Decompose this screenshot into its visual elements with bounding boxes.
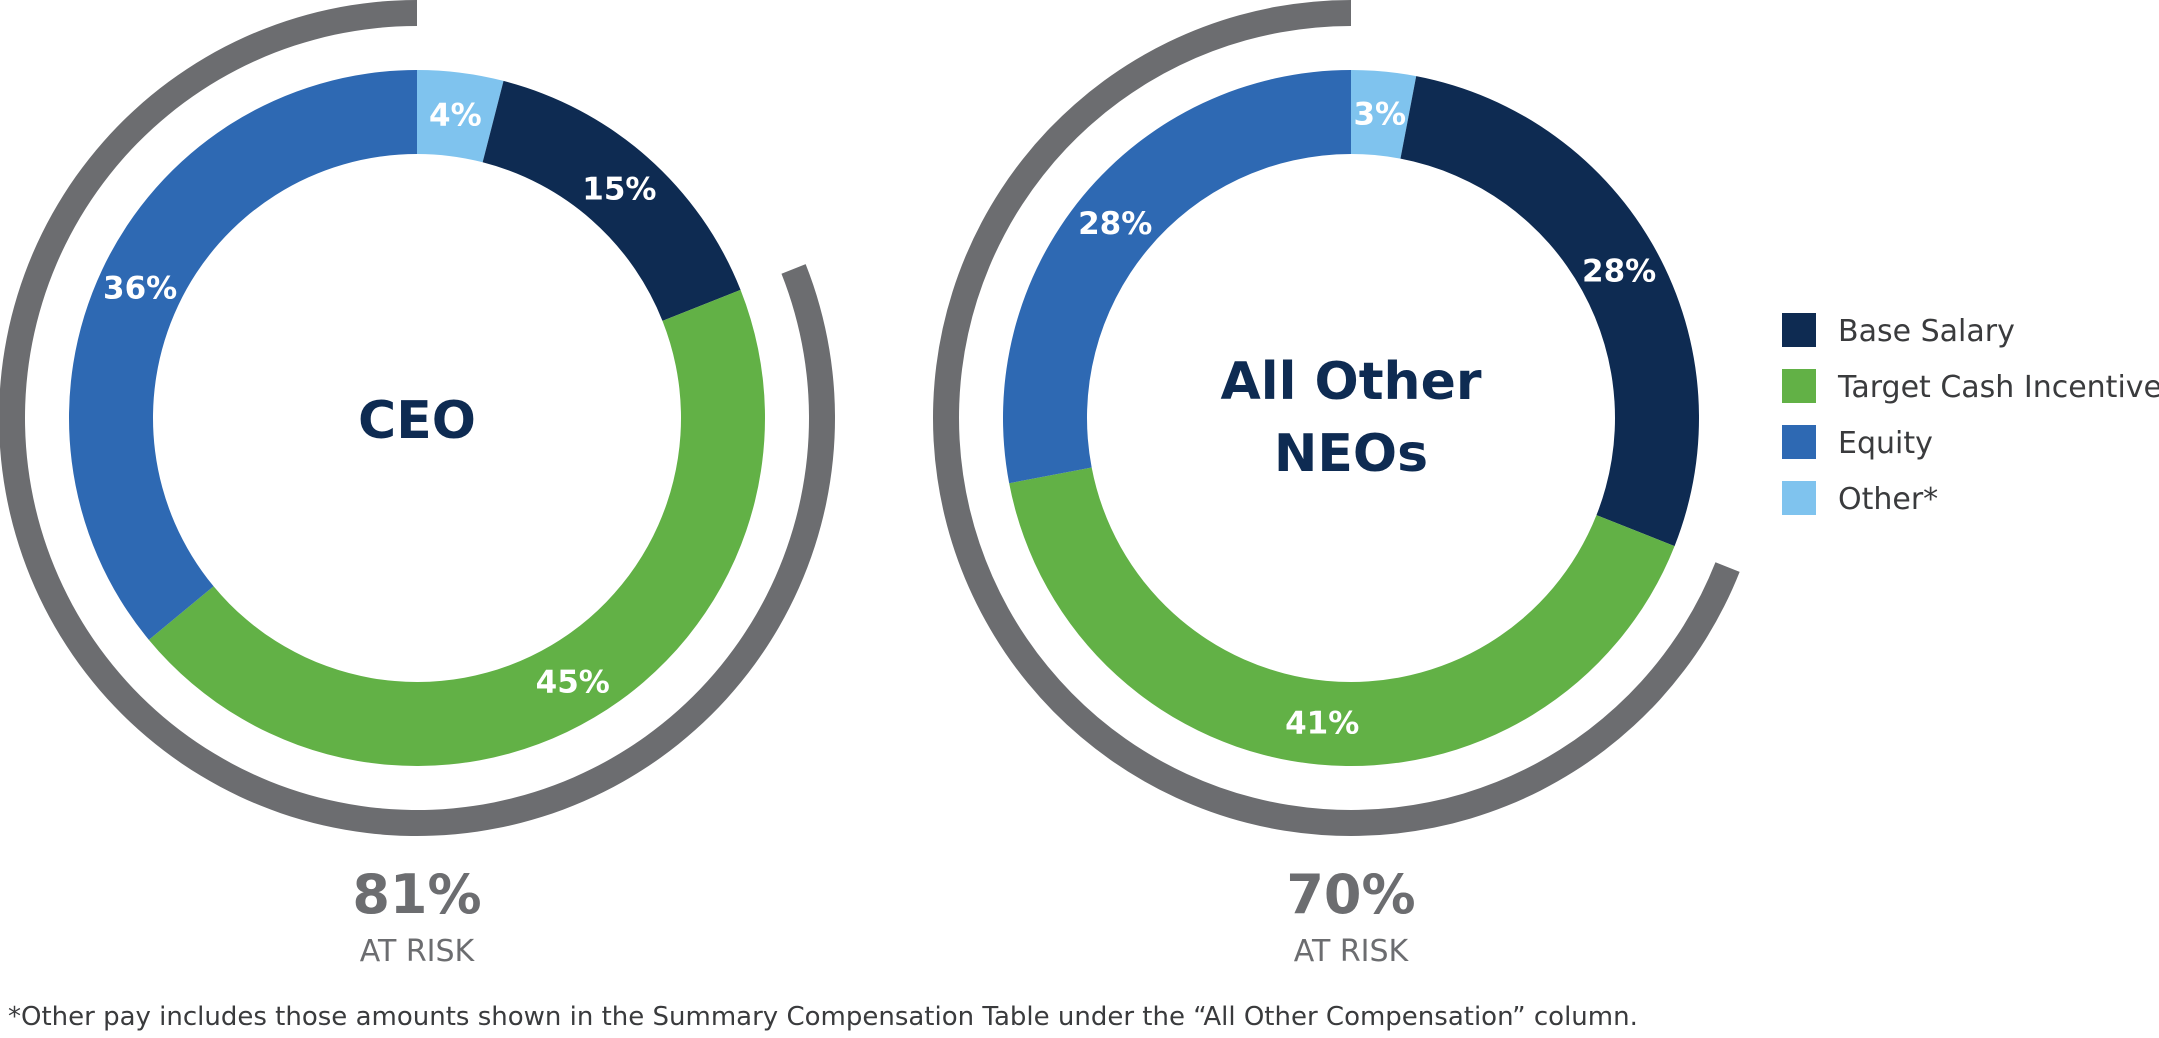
segment-base-salary bbox=[1400, 76, 1699, 547]
segment-label-equity: 28% bbox=[1078, 206, 1152, 242]
donut-chart-2: 3% 28% 41% 28% All Other NEOs 70% AT RISK bbox=[932, 0, 1740, 969]
segment-label-base-salary: 15% bbox=[582, 171, 656, 207]
donut-chart-1: 4% 15% 45% 36% CEO 81% AT RISK bbox=[0, 0, 835, 969]
legend-swatch-target-cash-incentive bbox=[1782, 369, 1816, 403]
segment-other bbox=[1351, 70, 1417, 159]
segment-label-equity: 36% bbox=[103, 271, 177, 307]
segment-label-target-cash-incentive: 45% bbox=[536, 664, 610, 700]
legend-label-target-cash-incentive: Target Cash Incentive bbox=[1837, 370, 2159, 405]
segment-equity bbox=[1003, 70, 1351, 484]
segment-target-cash-incentive bbox=[1009, 467, 1675, 767]
legend-label-other: Other* bbox=[1838, 482, 1938, 517]
at-risk-label: AT RISK bbox=[360, 934, 476, 969]
legend: Base Salary Target Cash Incentive Equity Ot… bbox=[1782, 313, 2159, 517]
at-risk-label: AT RISK bbox=[1294, 934, 1410, 969]
segment-label-other: 4% bbox=[429, 97, 482, 133]
segment-target-cash-incentive bbox=[148, 289, 765, 766]
at-risk-value: 81% bbox=[352, 863, 481, 926]
at-risk-value: 70% bbox=[1286, 863, 1415, 926]
legend-label-base-salary: Base Salary bbox=[1838, 314, 2015, 349]
segment-label-base-salary: 28% bbox=[1582, 254, 1656, 290]
segment-label-other: 3% bbox=[1353, 96, 1406, 132]
legend-swatch-other bbox=[1782, 481, 1816, 515]
segment-other bbox=[417, 70, 504, 163]
donut-center-title: CEO bbox=[358, 391, 476, 451]
segment-label-target-cash-incentive: 41% bbox=[1285, 706, 1359, 742]
legend-swatch-base-salary bbox=[1782, 313, 1816, 347]
segment-equity bbox=[68, 70, 417, 640]
donut-center-title: All Other bbox=[1221, 352, 1482, 412]
donut-center-title: NEOs bbox=[1274, 424, 1428, 484]
segment-base-salary bbox=[482, 80, 741, 321]
legend-swatch-equity bbox=[1782, 425, 1816, 459]
footnote: *Other pay includes those amounts shown … bbox=[8, 1002, 1638, 1032]
legend-label-equity: Equity bbox=[1838, 426, 1933, 461]
